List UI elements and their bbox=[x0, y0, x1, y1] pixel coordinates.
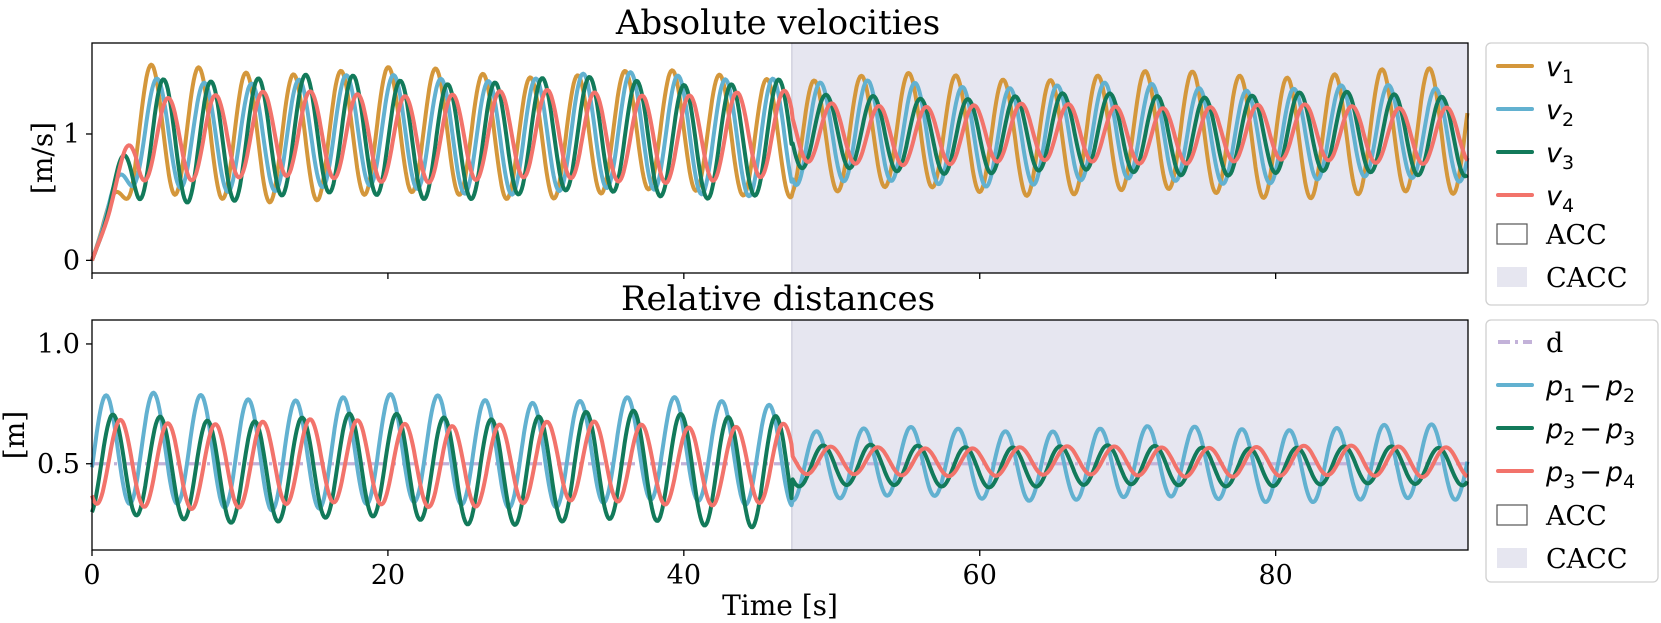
legend-entry-cacc: CACC bbox=[1497, 263, 1627, 294]
distance-y-ticks: 0.5 1.0 bbox=[37, 329, 92, 480]
distance-series-group bbox=[90, 390, 1470, 530]
legend-entry-d: d bbox=[1498, 328, 1563, 359]
series-line-p3-p4 bbox=[90, 417, 1469, 511]
legend-entry-p3-p4: p3− p4 bbox=[1496, 457, 1635, 493]
velocity-legend: v1 v2 v3 v4 ACC CACC bbox=[1485, 42, 1649, 306]
legend-label-cacc: CACC bbox=[1546, 263, 1627, 294]
legend-label-p3-p4: p3− p4 bbox=[1545, 457, 1635, 493]
velocity-y-label: [m/s] bbox=[26, 122, 59, 194]
x-tick-label: 0 bbox=[83, 560, 100, 591]
velocity-y-ticks: 01 bbox=[63, 119, 92, 276]
velocity-title: Absolute velocities bbox=[615, 3, 940, 43]
x-axis-label: Time [s] bbox=[722, 589, 838, 622]
distance-cacc-region bbox=[791, 320, 1468, 550]
distance-title: Relative distances bbox=[621, 279, 935, 319]
y-tick-label: 0 bbox=[63, 245, 80, 276]
x-tick-label: 60 bbox=[963, 560, 997, 591]
legend-entry-v3: v3 bbox=[1496, 138, 1574, 174]
legend-label-acc-2: ACC bbox=[1545, 501, 1607, 532]
legend-swatch-acc bbox=[1496, 223, 1528, 245]
legend-label-cacc-2: CACC bbox=[1546, 544, 1627, 575]
y-tick-label: 1.0 bbox=[37, 329, 80, 360]
legend-entry-acc-2: ACC bbox=[1496, 501, 1607, 532]
legend-entry-acc: ACC bbox=[1496, 220, 1607, 251]
legend-label-v2: v2 bbox=[1546, 95, 1574, 131]
legend-label-d: d bbox=[1546, 328, 1563, 359]
legend-label-v4: v4 bbox=[1546, 181, 1574, 217]
distance-legend-frame bbox=[1485, 319, 1659, 583]
legend-swatch-acc-2 bbox=[1496, 504, 1528, 526]
legend-entry-v1: v1 bbox=[1496, 52, 1574, 88]
legend-entry-v4: v4 bbox=[1496, 181, 1574, 217]
distance-panel: Relative distances 0 20 40 60 80 0.51.0 [m] … bbox=[0, 279, 1470, 622]
legend-label-acc: ACC bbox=[1545, 220, 1607, 251]
series-line-p2-p3 bbox=[90, 408, 1469, 530]
y-tick-label: 0.5 bbox=[37, 449, 80, 480]
legend-swatch-cacc bbox=[1497, 267, 1527, 287]
legend-entry-v2: v2 bbox=[1496, 95, 1574, 131]
legend-entry-cacc-2: CACC bbox=[1497, 544, 1627, 575]
x-tick-label: 20 bbox=[371, 560, 405, 591]
legend-label-p1-p2: p1− p2 bbox=[1545, 371, 1635, 407]
velocity-panel: Absolute velocities 01 [m/s] bbox=[26, 3, 1470, 279]
velocity-x-ticks bbox=[91, 273, 1277, 279]
distance-legend: d p1− p2 p2− p3 p3− p4 ACC CACC bbox=[1485, 319, 1659, 583]
velocity-axes-frame bbox=[91, 42, 1469, 274]
legend-label-p2-p3: p2− p3 bbox=[1545, 414, 1635, 450]
x-tick-label: 80 bbox=[1258, 560, 1292, 591]
legend-entry-p2-p3: p2− p3 bbox=[1496, 414, 1635, 450]
distance-axes-frame bbox=[91, 319, 1469, 551]
series-line-v3 bbox=[90, 72, 1469, 262]
distance-x-ticks: 0 20 40 60 80 bbox=[83, 550, 1293, 591]
legend-label-v3: v3 bbox=[1546, 138, 1574, 174]
legend-entry-p1-p2: p1− p2 bbox=[1496, 371, 1635, 407]
legend-swatch-cacc-2 bbox=[1497, 548, 1527, 568]
legend-label-v1: v1 bbox=[1546, 52, 1574, 88]
series-line-v1 bbox=[90, 62, 1470, 262]
distance-y-label: [m] bbox=[0, 411, 31, 459]
velocity-series-group bbox=[90, 62, 1470, 262]
y-tick-label: 1 bbox=[63, 119, 80, 150]
x-tick-label: 40 bbox=[667, 560, 701, 591]
series-line-v4 bbox=[90, 88, 1470, 262]
